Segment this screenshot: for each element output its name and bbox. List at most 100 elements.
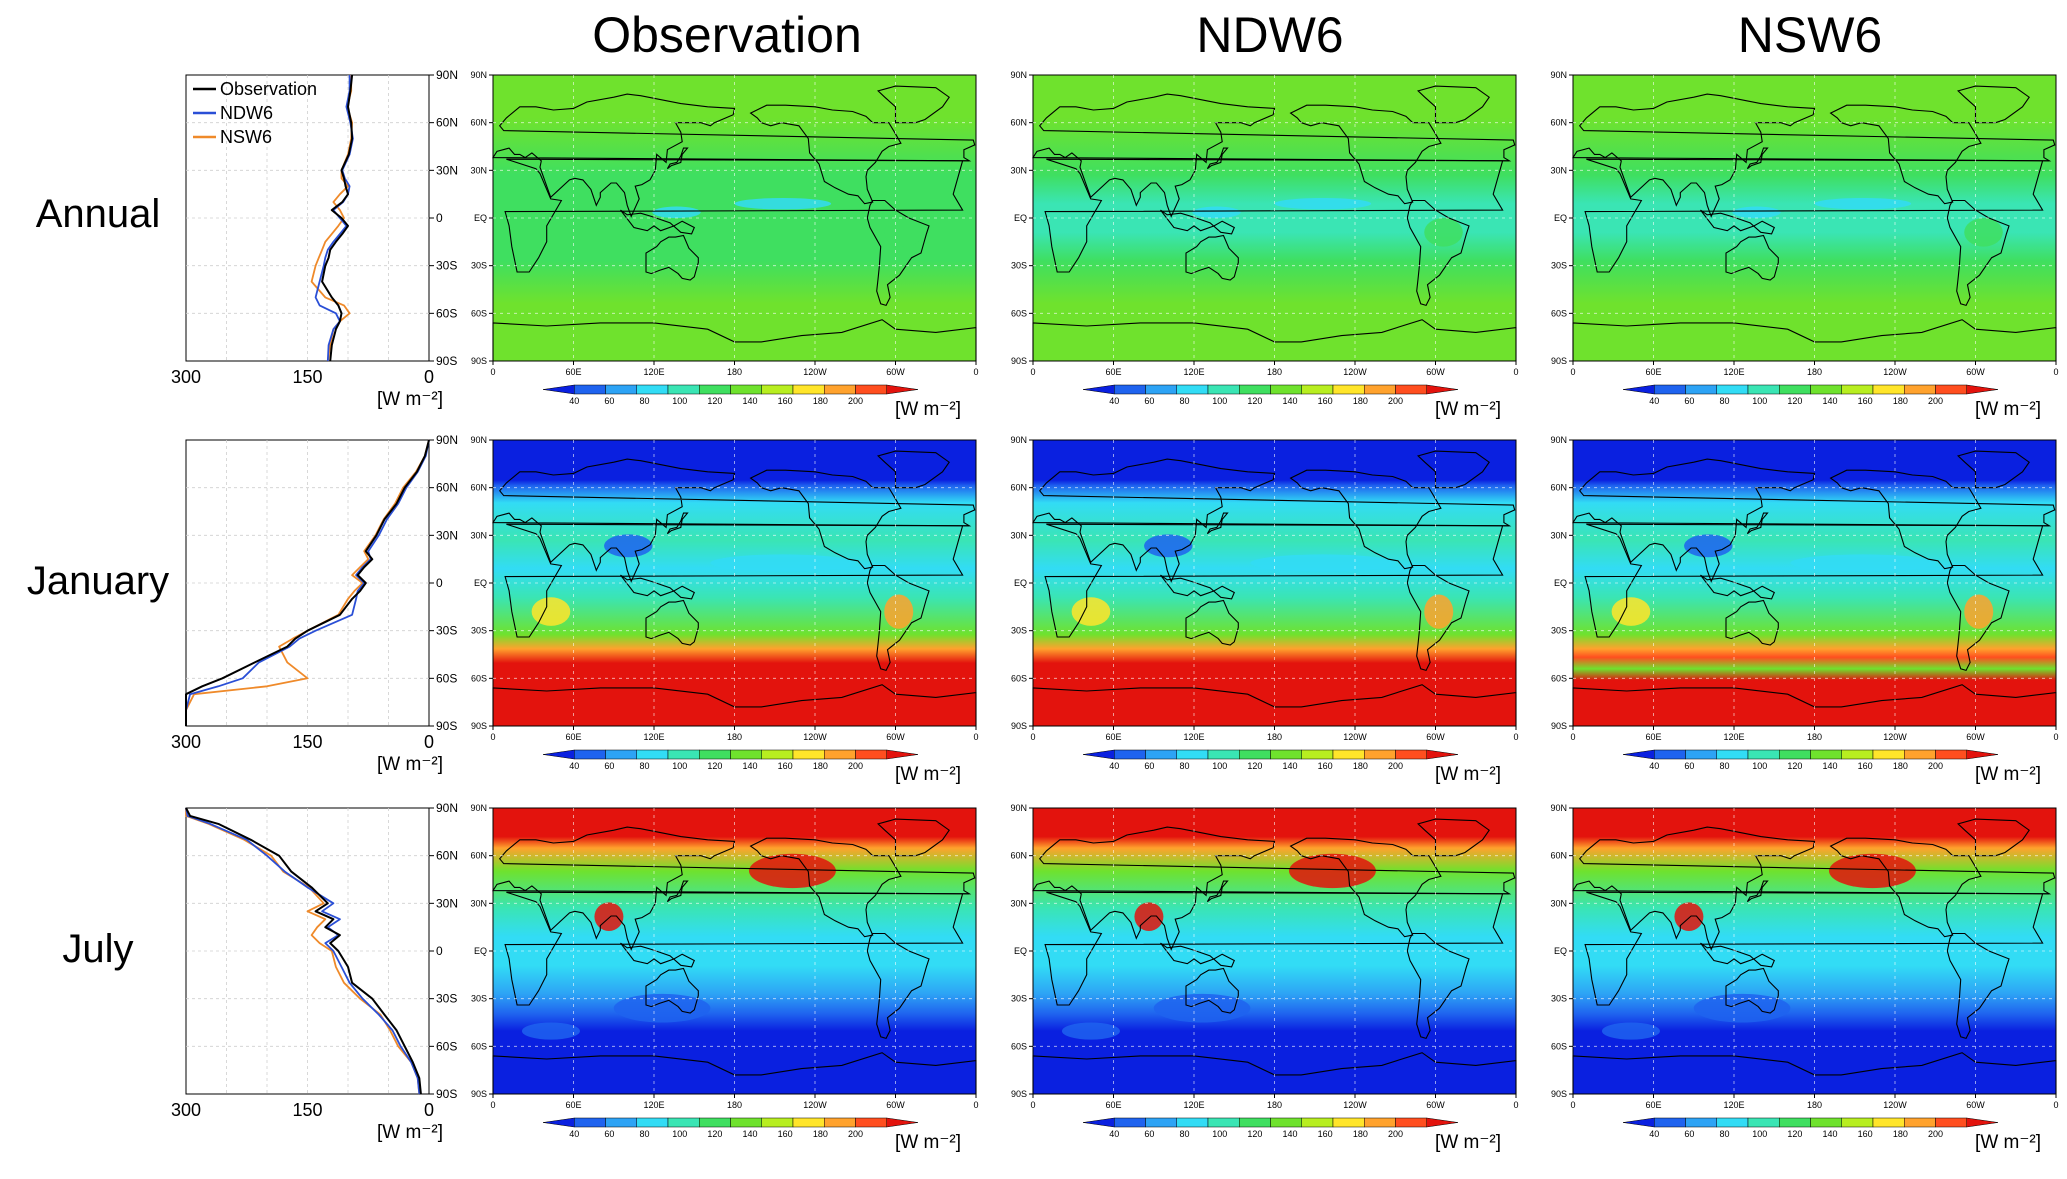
map-x-tick-label: 120W xyxy=(1343,367,1367,377)
colorbar-tick-label: 80 xyxy=(1720,396,1730,406)
x-tick-label: 150 xyxy=(292,367,322,387)
colorbar-segment xyxy=(1332,1117,1365,1128)
colorbar-segment xyxy=(824,749,856,760)
colorbar-segment xyxy=(1779,1117,1811,1128)
x-tick-label: 300 xyxy=(171,1100,201,1120)
coastline xyxy=(504,158,970,273)
colorbar-segment xyxy=(1176,384,1209,395)
y-tick-label: 30N xyxy=(436,528,458,542)
colorbar-tick-label: 120 xyxy=(1247,761,1262,771)
map-x-tick-label: 0 xyxy=(2053,732,2058,742)
colorbar-segment xyxy=(1239,1117,1271,1128)
colorbar-segment xyxy=(1841,384,1874,395)
colorbar-tick-label: 180 xyxy=(1893,396,1908,406)
colorbar-tick-label: 120 xyxy=(1787,1129,1802,1139)
colorbar-tick-label: 120 xyxy=(1787,396,1802,406)
map-y-tick-label: 90S xyxy=(1551,356,1567,366)
colorbar-segment xyxy=(1301,749,1334,760)
coastline xyxy=(1700,209,1776,235)
colorbar-segment xyxy=(1114,384,1146,395)
map-y-tick-label: 30S xyxy=(1551,994,1567,1004)
map-y-tick-label: 90S xyxy=(1551,1089,1567,1099)
colorbar-segment xyxy=(730,1117,762,1128)
colorbar-tick-label: 180 xyxy=(1353,396,1368,406)
map-anomaly xyxy=(1134,902,1164,931)
coastline xyxy=(1406,564,1470,672)
colorbar-tick-label: 100 xyxy=(1752,396,1767,406)
colorbar-segment xyxy=(1904,384,1936,395)
colorbar-segment xyxy=(605,384,637,395)
map-x-tick-label: 120E xyxy=(1183,1100,1204,1110)
colorbar-unit-label: [W m⁻²] xyxy=(1975,399,2041,420)
coastline xyxy=(1160,574,1236,600)
colorbar-tick-label: 80 xyxy=(1720,1129,1730,1139)
colorbar-segment xyxy=(1935,384,1967,395)
coastline xyxy=(1957,818,2030,857)
map-y-tick-label: 90S xyxy=(1011,1089,1027,1099)
colorbar-segment xyxy=(1301,384,1334,395)
map-x-tick-label: 120W xyxy=(1883,1100,1907,1110)
map-y-tick-label: 60S xyxy=(1551,308,1567,318)
colorbar-tick-label: 160 xyxy=(1318,1129,1333,1139)
colorbar-tick-label: 60 xyxy=(1144,396,1154,406)
map-x-tick-label: 120W xyxy=(1883,732,1907,742)
colorbar-tick-label: 200 xyxy=(1388,396,1403,406)
colorbar-unit-label: [W m⁻²] xyxy=(1435,1132,1501,1153)
colorbar-segment xyxy=(636,749,669,760)
colorbar-segment xyxy=(1872,749,1905,760)
map-x-tick-label: 120E xyxy=(643,732,664,742)
coastline xyxy=(645,234,699,281)
colorbar-tick-label: 40 xyxy=(569,396,579,406)
coastline xyxy=(749,469,902,570)
colorbar-tick-label: 40 xyxy=(1109,761,1119,771)
colorbar-segment xyxy=(1364,749,1396,760)
coastline xyxy=(504,523,970,638)
colorbars: 40 60 80 100 120 140 160 180 200 [W m⁻²] 40 60 80 100… xyxy=(542,384,2041,1153)
colorbar-segment xyxy=(1779,749,1811,760)
map-y-tick-label: 30S xyxy=(471,626,487,636)
map-y-tick-label: EQ xyxy=(474,213,487,223)
map-x-tick-label: 120W xyxy=(803,732,827,742)
map-y-tick-label: 60N xyxy=(1550,851,1567,861)
colorbar: 40 60 80 100 120 140 160 180 200 [W m⁻²] xyxy=(542,384,961,420)
map-anomaly xyxy=(884,594,914,629)
colorbar-tick-label: 180 xyxy=(813,396,828,406)
map-y-tick-label: EQ xyxy=(1554,213,1567,223)
map-anomaly xyxy=(884,218,923,247)
profile-line-ndw6 xyxy=(185,439,430,726)
map-y-tick-label: 90S xyxy=(1011,356,1027,366)
colorbar-segment xyxy=(1810,1117,1842,1128)
y-tick-label: 30N xyxy=(436,896,458,910)
map-y-tick-label: 60N xyxy=(1010,483,1027,493)
colorbar-segment xyxy=(1426,384,1459,395)
coastline xyxy=(749,837,902,938)
coastline xyxy=(1829,837,1982,938)
coastline xyxy=(492,1052,977,1095)
coastline xyxy=(1746,147,1769,170)
colorbar: 40 60 80 100 120 140 160 180 200 [W m⁻²] xyxy=(1622,1117,2041,1153)
map-y-tick-label: 90N xyxy=(470,803,487,813)
colorbar-tick-label: 120 xyxy=(1247,1129,1262,1139)
colorbar-unit-label: [W m⁻²] xyxy=(895,764,961,785)
colorbar-tick-label: 40 xyxy=(1109,1129,1119,1139)
colorbar-segment xyxy=(1364,1117,1396,1128)
colorbar-tick-label: 140 xyxy=(1823,761,1838,771)
map-x-tick-label: 0 xyxy=(1513,367,1518,377)
colorbar-segment xyxy=(1114,749,1146,760)
colorbar-tick-label: 80 xyxy=(1180,761,1190,771)
colorbar-segment xyxy=(636,1117,669,1128)
colorbar-segment xyxy=(667,749,700,760)
colorbar-tick-label: 140 xyxy=(1283,1129,1298,1139)
coastline xyxy=(866,932,930,1040)
colorbar-tick-label: 80 xyxy=(1180,396,1190,406)
colorbar-segment xyxy=(1747,1117,1780,1128)
colorbar-segment xyxy=(1654,749,1686,760)
coastline xyxy=(1572,1052,2057,1095)
colorbar-segment xyxy=(699,749,731,760)
colorbar-tick-label: 100 xyxy=(1212,396,1227,406)
